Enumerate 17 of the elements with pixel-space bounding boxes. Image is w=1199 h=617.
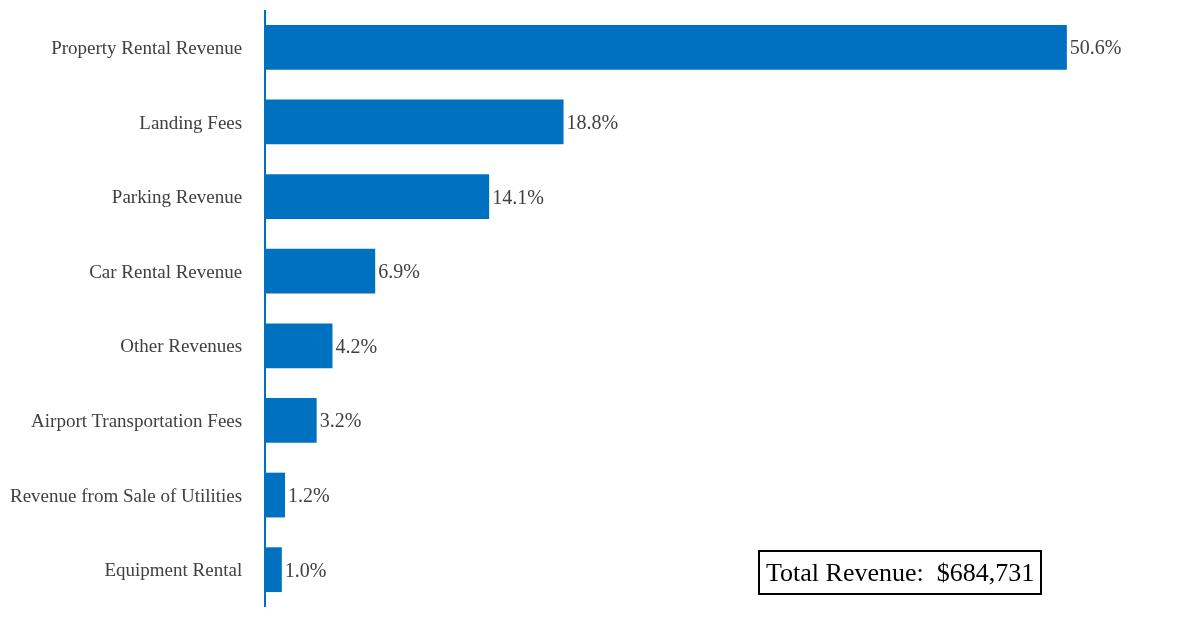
y-tick-label: Landing Fees	[139, 111, 243, 133]
data-label: 1.0%	[284, 558, 327, 581]
y-tick-label: Property Rental Revenue	[51, 36, 243, 58]
data-label: 14.1%	[492, 185, 544, 208]
data-label: 4.2%	[335, 334, 378, 357]
data-label: 1.2%	[287, 484, 330, 507]
data-label: 3.2%	[319, 409, 362, 432]
y-tick-label: Equipment Rental	[104, 559, 243, 581]
data-label: 6.9%	[378, 260, 420, 283]
y-tick-label: Other Revenues	[120, 335, 243, 357]
data-label: 50.6%	[1069, 36, 1122, 59]
y-tick-label: Parking Revenue	[111, 186, 243, 208]
data-label: 18.8%	[566, 110, 619, 133]
y-tick-label: Revenue from Sale of Utilities	[10, 484, 243, 506]
y-tick-label: Airport Transportation Fees	[31, 410, 243, 432]
annotation: Total Revenue: $684,731	[766, 558, 1035, 587]
y-tick-label: Car Rental Revenue	[89, 260, 243, 282]
